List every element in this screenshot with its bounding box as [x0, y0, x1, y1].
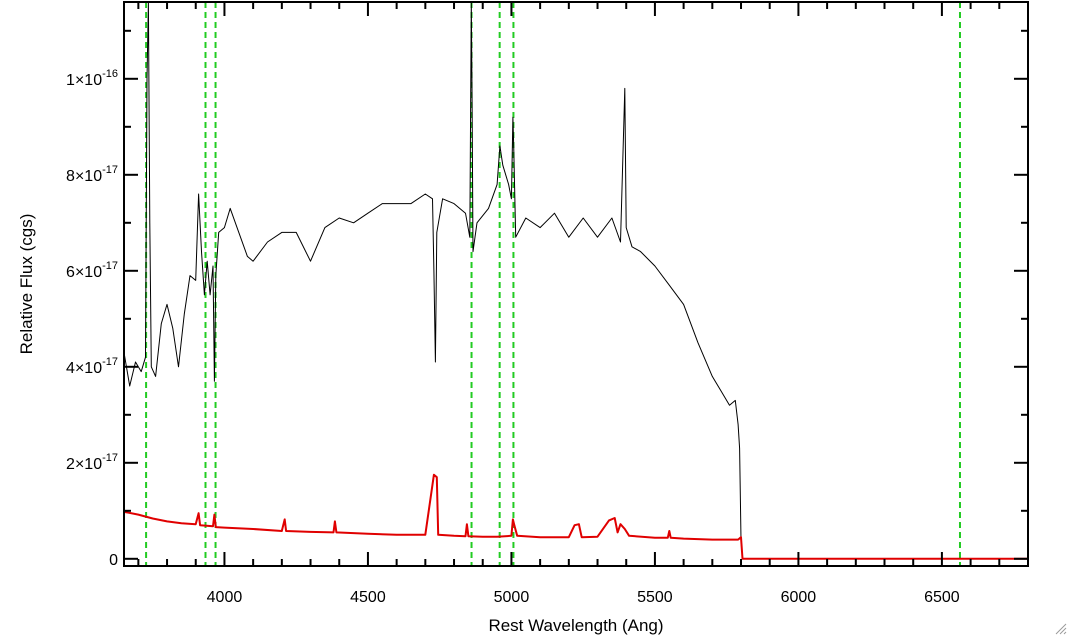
resize-grip-icon[interactable]	[1055, 623, 1067, 635]
x-axis-ticks: 4000 4500 5000 5500 6000 6500	[137, 2, 1029, 606]
series-group	[124, 2, 1028, 560]
x-tick-label: 5500	[637, 589, 673, 606]
y-axis-ticks: 0 2×10-17 4×10-17 6×10-17 8×10-17 1×10-16	[66, 29, 1028, 569]
y-tick-label: 6×10-17	[66, 260, 118, 281]
y-tick-label: 1×10-16	[66, 68, 118, 89]
plot-frame	[123, 1, 1029, 567]
x-tick-label: 4500	[350, 589, 386, 606]
error-line	[124, 473, 1028, 560]
x-tick-label: 6500	[924, 589, 960, 606]
y-tick-label: 4×10-17	[66, 356, 118, 377]
y-tick-label: 2×10-17	[66, 452, 118, 473]
y-tick-label: 0	[109, 552, 118, 569]
y-axis-title: Relative Flux (cgs)	[17, 214, 36, 355]
x-tick-label: 4000	[207, 589, 243, 606]
spectrum-line	[124, 2, 1028, 560]
y-tick-label: 8×10-17	[66, 164, 118, 185]
x-tick-label: 6000	[781, 589, 817, 606]
x-tick-label: 5000	[494, 589, 530, 606]
x-axis-title: Rest Wavelength (Ang)	[488, 616, 663, 635]
